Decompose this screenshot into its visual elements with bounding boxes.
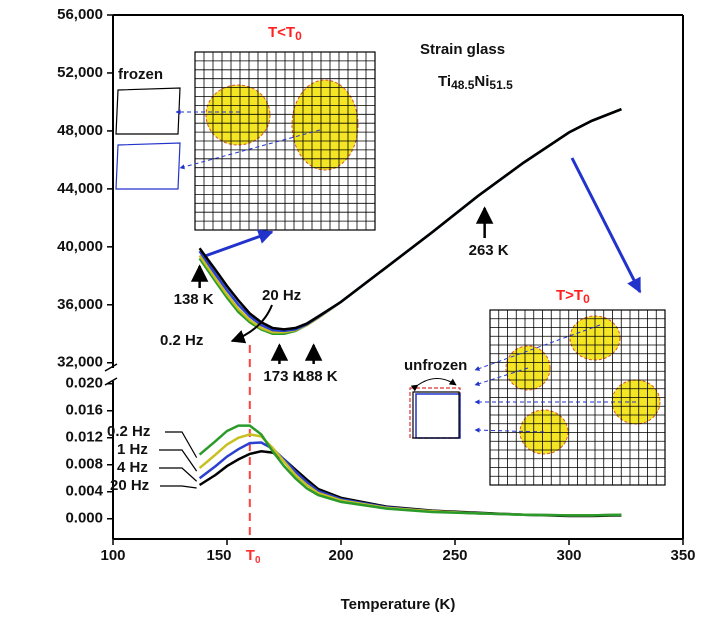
y-tick-label: 40,000 [57, 238, 103, 255]
t0-text: T [246, 547, 255, 564]
annotation: 20 Hz [262, 287, 301, 304]
axis-break [105, 364, 117, 371]
y-tick-label: 32,000 [57, 354, 103, 371]
legend-leader [165, 432, 197, 458]
x-tick-label: 250 [442, 547, 467, 564]
y-tick-label: 36,000 [57, 296, 103, 313]
annotation: 0.2 Hz [160, 332, 203, 349]
y-tick-label: 0.012 [65, 429, 103, 446]
inset-title-sub: 0 [295, 29, 302, 43]
arc-arrow [418, 379, 456, 386]
legend-label: 4 Hz [117, 459, 148, 476]
y-tick-label: 0.008 [65, 456, 103, 473]
chart: 32,000 36,000 40,000 44,000 48,000 52,000 56,0… [0, 0, 704, 619]
y-tick-label: 0.000 [65, 510, 103, 527]
y-tick-label: 52,000 [57, 64, 103, 81]
x-tick-label: 350 [670, 547, 695, 564]
big-arrow [205, 232, 272, 256]
y-tick-label: 0.016 [65, 402, 103, 419]
annotation: 138 K [174, 291, 214, 308]
annotation: 188 K [298, 368, 338, 385]
inset [490, 310, 665, 485]
annotation: 263 K [469, 242, 509, 259]
t0-label: T0 [246, 547, 261, 566]
y-tick-label: 0.004 [65, 483, 103, 500]
formula-sub: 48.5 [451, 78, 475, 92]
legend-leader [159, 468, 197, 481]
x-tick-label: 150 [206, 547, 231, 564]
inset-title-sub: 0 [583, 292, 590, 306]
y-tick-label: 56,000 [57, 6, 103, 23]
shape [413, 392, 459, 438]
inset [195, 52, 375, 230]
x-tick-label: 100 [100, 547, 125, 564]
x-tick-label: 200 [328, 547, 353, 564]
inset-title-text: T>T [556, 287, 583, 304]
formula-part: Ni [474, 73, 489, 90]
big-arrow [572, 158, 640, 292]
shape [410, 388, 460, 438]
annotation: frozen [118, 66, 163, 83]
formula-sub: 51.5 [489, 78, 513, 92]
y-tick-label: 48,000 [57, 122, 103, 139]
shape [116, 143, 180, 189]
inset-title-text: T<T [268, 24, 295, 41]
y-tick-label: 0.020 [65, 375, 103, 392]
x-axis-title: Temperature (K) [341, 596, 456, 613]
legend-label: 20 Hz [110, 477, 149, 494]
formula: Ti48.5Ni51.5 [438, 73, 513, 92]
legend-label: 0.2 Hz [107, 423, 150, 440]
legend-label: 1 Hz [117, 441, 148, 458]
shape [116, 88, 180, 134]
formula-part: Ti [438, 73, 451, 90]
domain [206, 85, 270, 145]
x-tick-label: 300 [556, 547, 581, 564]
inset-title: T>T0 [556, 287, 590, 306]
inset-title: T<T0 [268, 24, 302, 43]
annotation: unfrozen [404, 357, 467, 374]
shape [416, 394, 460, 438]
y-tick-label: 44,000 [57, 180, 103, 197]
t0-sub: 0 [255, 555, 261, 566]
annotation: Strain glass [420, 41, 505, 58]
legend-leader [160, 486, 197, 488]
